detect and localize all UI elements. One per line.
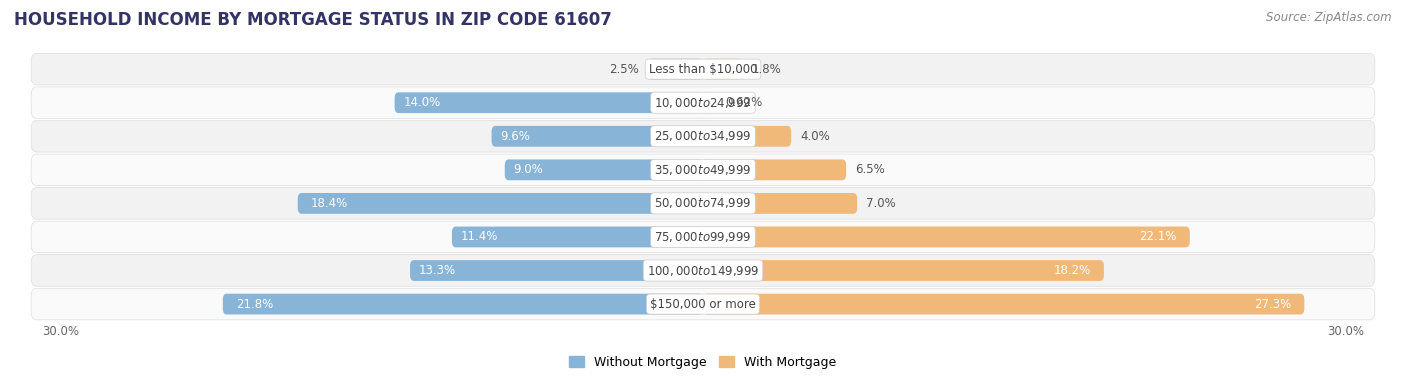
Text: 11.4%: 11.4% (461, 230, 498, 244)
Text: 22.1%: 22.1% (1139, 230, 1177, 244)
FancyBboxPatch shape (703, 294, 1305, 314)
Text: $150,000 or more: $150,000 or more (650, 297, 756, 311)
FancyBboxPatch shape (31, 121, 1375, 152)
Text: 18.4%: 18.4% (311, 197, 349, 210)
Text: 1.8%: 1.8% (751, 63, 782, 76)
FancyBboxPatch shape (703, 92, 717, 113)
Text: 27.3%: 27.3% (1254, 297, 1291, 311)
FancyBboxPatch shape (31, 154, 1375, 185)
FancyBboxPatch shape (31, 221, 1375, 253)
Text: 21.8%: 21.8% (236, 297, 273, 311)
Text: 30.0%: 30.0% (1327, 325, 1364, 338)
Text: Source: ZipAtlas.com: Source: ZipAtlas.com (1267, 11, 1392, 24)
FancyBboxPatch shape (492, 126, 703, 147)
Text: 9.6%: 9.6% (501, 130, 530, 143)
Text: HOUSEHOLD INCOME BY MORTGAGE STATUS IN ZIP CODE 61607: HOUSEHOLD INCOME BY MORTGAGE STATUS IN Z… (14, 11, 612, 29)
FancyBboxPatch shape (31, 87, 1375, 118)
Text: $25,000 to $34,999: $25,000 to $34,999 (654, 129, 752, 143)
Text: 4.0%: 4.0% (800, 130, 830, 143)
Text: 30.0%: 30.0% (42, 325, 79, 338)
FancyBboxPatch shape (703, 227, 1189, 247)
Text: Less than $10,000: Less than $10,000 (648, 63, 758, 76)
FancyBboxPatch shape (411, 260, 703, 281)
FancyBboxPatch shape (298, 193, 703, 214)
FancyBboxPatch shape (648, 59, 703, 80)
FancyBboxPatch shape (31, 288, 1375, 320)
Text: $50,000 to $74,999: $50,000 to $74,999 (654, 196, 752, 210)
Text: 14.0%: 14.0% (404, 96, 440, 109)
Text: $35,000 to $49,999: $35,000 to $49,999 (654, 163, 752, 177)
Text: 0.62%: 0.62% (725, 96, 762, 109)
Text: 6.5%: 6.5% (855, 163, 884, 176)
Text: 2.5%: 2.5% (609, 63, 640, 76)
FancyBboxPatch shape (451, 227, 703, 247)
Text: 13.3%: 13.3% (419, 264, 456, 277)
FancyBboxPatch shape (505, 159, 703, 180)
FancyBboxPatch shape (222, 294, 703, 314)
FancyBboxPatch shape (395, 92, 703, 113)
FancyBboxPatch shape (31, 188, 1375, 219)
Text: $100,000 to $149,999: $100,000 to $149,999 (647, 264, 759, 277)
Legend: Without Mortgage, With Mortgage: Without Mortgage, With Mortgage (564, 351, 842, 374)
Text: $75,000 to $99,999: $75,000 to $99,999 (654, 230, 752, 244)
Text: 18.2%: 18.2% (1053, 264, 1091, 277)
FancyBboxPatch shape (31, 54, 1375, 85)
Text: 9.0%: 9.0% (513, 163, 543, 176)
Text: $10,000 to $24,999: $10,000 to $24,999 (654, 96, 752, 110)
FancyBboxPatch shape (703, 193, 858, 214)
FancyBboxPatch shape (703, 260, 1104, 281)
FancyBboxPatch shape (703, 159, 846, 180)
Text: 7.0%: 7.0% (866, 197, 896, 210)
FancyBboxPatch shape (31, 255, 1375, 286)
FancyBboxPatch shape (703, 59, 742, 80)
FancyBboxPatch shape (703, 126, 792, 147)
